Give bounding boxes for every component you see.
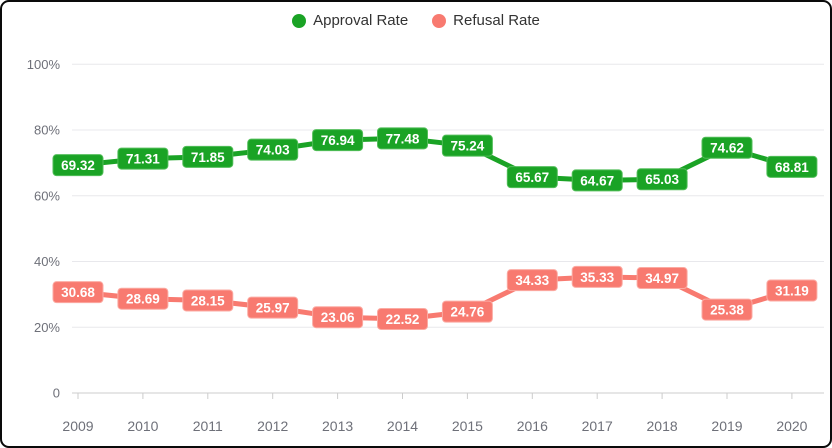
data-label-box	[766, 155, 818, 178]
legend-item-approval-rate[interactable]: Approval Rate	[292, 13, 408, 28]
x-axis-tick-label: 2010	[127, 418, 158, 434]
data-label-box	[377, 127, 428, 150]
x-axis-tick-label: 2019	[711, 418, 742, 434]
data-label-value: 65.67	[515, 170, 549, 185]
data-label-value: 65.03	[645, 172, 679, 187]
data-label-value: 25.97	[256, 301, 290, 316]
data-label-box	[312, 129, 364, 152]
data-label-box	[441, 300, 493, 323]
legend-label-refusal: Refusal Rate	[453, 12, 540, 29]
data-label-box	[52, 154, 104, 177]
data-label-box	[636, 168, 688, 191]
data-label-value: 35.33	[580, 270, 614, 285]
x-axis-tick-label: 2013	[322, 418, 353, 434]
y-axis-tick-label: 40%	[34, 254, 60, 269]
chart-legend: Approval Rate Refusal Rate	[2, 13, 830, 28]
data-label-box	[182, 289, 234, 312]
legend-item-refusal-rate[interactable]: Refusal Rate	[432, 13, 540, 28]
x-axis-tick-label: 2014	[387, 418, 418, 434]
x-axis-tick-label: 2011	[193, 418, 223, 434]
y-axis-tick-label: 0	[53, 386, 60, 401]
data-label-value: 68.81	[775, 160, 809, 175]
data-label-value: 25.38	[710, 303, 744, 318]
x-axis-tick-label: 2009	[62, 418, 93, 434]
data-label-box	[441, 134, 493, 157]
data-label-box	[636, 267, 688, 290]
data-label-value: 28.69	[126, 292, 160, 307]
data-label-value: 77.48	[386, 131, 420, 146]
data-label-value: 75.24	[451, 139, 485, 154]
data-label-value: 28.15	[191, 293, 225, 308]
data-label-value: 31.19	[775, 283, 809, 298]
data-label-box	[312, 306, 364, 329]
legend-label-approval: Approval Rate	[313, 12, 409, 29]
x-axis-tick-label: 2016	[517, 418, 548, 434]
legend-dot-approval-icon	[292, 13, 307, 28]
x-axis-tick-label: 2015	[452, 418, 483, 434]
y-axis-tick-label: 100%	[27, 57, 61, 72]
data-label-value: 24.76	[451, 305, 485, 320]
data-label-box	[506, 269, 558, 292]
data-label-box	[701, 136, 753, 159]
y-axis-tick-label: 20%	[34, 320, 60, 335]
data-label-box	[182, 145, 234, 168]
data-label-value: 64.67	[580, 173, 614, 188]
data-label-box	[571, 265, 623, 288]
x-axis-tick-label: 2018	[647, 418, 678, 434]
data-label-box	[701, 298, 753, 321]
x-axis-tick-label: 2020	[776, 418, 807, 434]
data-label-value: 30.68	[61, 285, 95, 300]
data-label-value: 74.62	[710, 141, 744, 156]
data-label-value: 23.06	[321, 310, 355, 325]
legend-dot-refusal-icon	[432, 13, 447, 28]
data-label-box	[247, 296, 299, 319]
data-label-box	[247, 138, 299, 161]
data-label-box	[506, 166, 558, 189]
data-label-box	[117, 147, 169, 170]
data-label-value: 71.85	[191, 150, 225, 165]
data-label-value: 74.03	[256, 143, 290, 158]
x-axis-tick-label: 2012	[257, 418, 288, 434]
data-label-value: 69.32	[61, 158, 95, 173]
data-label-box	[571, 169, 623, 192]
data-label-box	[117, 287, 169, 310]
data-label-box	[766, 279, 818, 302]
data-label-value: 76.94	[321, 133, 355, 148]
y-axis-tick-label: 80%	[34, 123, 60, 138]
data-label-value: 34.33	[515, 273, 549, 288]
data-label-value: 22.52	[386, 312, 420, 327]
x-axis-tick-label: 2017	[582, 418, 613, 434]
data-label-value: 34.97	[645, 271, 679, 286]
y-axis-tick-label: 60%	[34, 188, 60, 203]
data-label-box	[377, 307, 428, 330]
data-label-value: 71.31	[126, 152, 160, 167]
data-label-box	[52, 281, 104, 304]
